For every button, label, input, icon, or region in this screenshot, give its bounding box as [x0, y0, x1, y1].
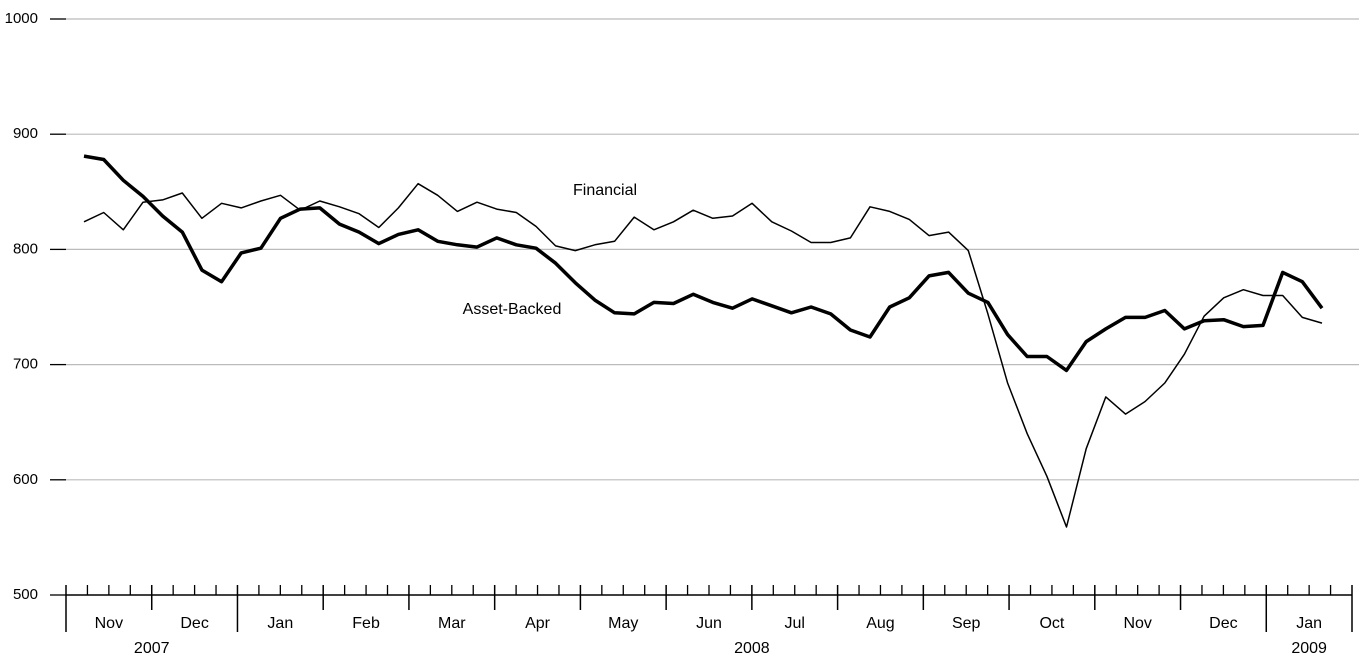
y-tick-label: 900 — [13, 125, 38, 142]
year-label: 2008 — [734, 640, 770, 657]
year-label: 2007 — [134, 640, 170, 657]
x-tick-label: Dec — [180, 615, 208, 632]
x-tick-label: Jul — [785, 615, 805, 632]
x-tick-label: Nov — [95, 615, 123, 632]
series-line — [83, 182, 1323, 528]
year-label: 2009 — [1291, 640, 1327, 657]
x-tick-label: Dec — [1209, 615, 1237, 632]
series-line — [83, 154, 1324, 373]
y-tick-label: 500 — [13, 586, 38, 603]
series-label: Financial — [573, 182, 637, 199]
y-tick-label: 800 — [13, 240, 38, 257]
series-label: Asset-Backed — [463, 301, 562, 318]
x-tick-label: Jun — [696, 615, 722, 632]
x-tick-label: Nov — [1123, 615, 1151, 632]
x-tick-label: Jan — [267, 615, 293, 632]
x-tick-label: Sep — [952, 615, 981, 632]
y-tick-label: 1000 — [5, 10, 38, 27]
y-tick-label: 600 — [13, 471, 38, 488]
x-tick-label: Apr — [525, 615, 551, 632]
x-tick-label: Aug — [866, 615, 894, 632]
x-tick-label: May — [608, 615, 638, 632]
x-tick-label: Mar — [438, 615, 466, 632]
y-tick-label: 700 — [13, 356, 38, 373]
x-tick-label: Oct — [1039, 615, 1064, 632]
x-tick-label: Jan — [1296, 615, 1322, 632]
x-tick-label: Feb — [352, 615, 380, 632]
